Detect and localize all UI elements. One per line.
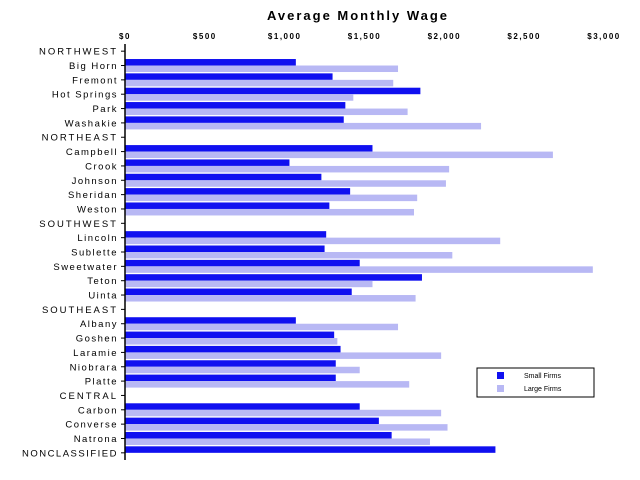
county-label-albany: Albany (80, 319, 118, 330)
bar-small-firms-albany (125, 317, 296, 324)
x-tick-label: $2,500 (507, 32, 540, 41)
legend-label-small-firms: Small Firms (524, 373, 561, 380)
bar-small-firms-big-horn (125, 59, 296, 66)
bar-large-firms-platte (125, 381, 410, 388)
county-label-converse: Converse (65, 420, 118, 431)
bar-small-firms-sweetwater (125, 259, 360, 267)
county-label-carbon: Carbon (78, 405, 118, 416)
legend-swatch-small-firms (497, 372, 504, 379)
bar-large-firms-big-horn (125, 65, 399, 73)
bar-large-firms-washakie (125, 122, 482, 130)
region-label-northeast: NORTHEAST (42, 133, 118, 144)
bar-large-firms-sheridan (125, 194, 418, 202)
chart-rows: NORTHWEST Big Horn Fremont Hot Springs Park W… (22, 47, 593, 459)
x-axis-ticks: $0 $500 $1,000 $1,500 $2,000 $2,500 $3,000 (119, 32, 620, 41)
bar-large-firms-carbon (125, 409, 442, 417)
bar-large-firms-crook (125, 165, 450, 173)
bar-large-firms-johnson (125, 180, 446, 187)
bar-small-firms-sublette (125, 245, 325, 252)
x-tick-label: $0 (119, 32, 131, 41)
county-label-sheridan: Sheridan (68, 190, 118, 201)
x-tick-label: $1,500 (348, 32, 381, 41)
bar-large-firms-hot-springs (125, 94, 354, 101)
bar-large-firms-converse (125, 424, 448, 431)
bar-small-firms-uinta (125, 288, 352, 296)
county-label-uinta: Uinta (88, 291, 118, 302)
bar-large-firms-teton (125, 280, 373, 288)
bar-large-firms-weston (125, 208, 414, 216)
county-label-fremont: Fremont (72, 75, 118, 86)
county-label-natrona: Natrona (74, 434, 118, 445)
bar-large-firms-uinta (125, 295, 416, 302)
county-label-laramie: Laramie (73, 348, 118, 359)
bar-small-firms-washakie (125, 116, 344, 123)
bar-small-firms-teton (125, 274, 422, 281)
legend-label-large-firms: Large Firms (524, 386, 562, 393)
bar-small-firms-johnson (125, 173, 322, 181)
region-label-southeast: SOUTHEAST (42, 305, 118, 316)
county-label-teton: Teton (87, 276, 118, 287)
bar-small-firms-lincoln (125, 231, 327, 238)
bar-large-firms-niobrara (125, 366, 360, 374)
county-label-nonclassified: NONCLASSIFIED (22, 448, 118, 459)
county-label-weston: Weston (77, 204, 118, 215)
legend-box (476, 367, 595, 398)
county-label-lincoln: Lincoln (77, 233, 118, 244)
county-label-hot-springs: Hot Springs (52, 90, 118, 101)
bar-small-firms-sheridan (125, 188, 351, 195)
bar-small-firms-converse (125, 417, 379, 425)
bar-small-firms-niobrara (125, 360, 336, 367)
region-label-southwest: SOUTHWEST (39, 219, 118, 230)
bar-large-firms-goshen (125, 338, 338, 345)
county-label-niobrara: Niobrara (70, 362, 118, 373)
county-label-campbell: Campbell (66, 147, 118, 158)
county-label-johnson: Johnson (72, 176, 118, 187)
bar-small-firms-platte (125, 374, 336, 382)
bar-small-firms-weston (125, 202, 330, 209)
bar-small-firms-park (125, 102, 346, 109)
county-label-washakie: Washakie (65, 118, 118, 129)
bar-large-firms-fremont (125, 79, 394, 87)
county-label-big-horn: Big Horn (69, 61, 118, 72)
bar-large-firms-park (125, 108, 408, 116)
county-label-park: Park (92, 104, 118, 115)
bar-large-firms-sweetwater (125, 266, 593, 273)
region-label-northwest: NORTHWEST (39, 47, 118, 58)
county-label-goshen: Goshen (76, 334, 118, 345)
bar-small-firms-carbon (125, 403, 360, 410)
bar-large-firms-laramie (125, 352, 442, 359)
bar-large-firms-lincoln (125, 237, 501, 245)
x-tick-label: $3,000 (587, 32, 620, 41)
x-tick-label: $500 (193, 32, 217, 41)
bar-large-firms-albany (125, 323, 399, 331)
bar-small-firms-nonclassified (125, 446, 496, 453)
chart-title: Average Monthly Wage (267, 8, 449, 23)
bar-large-firms-natrona (125, 438, 430, 445)
county-label-crook: Crook (85, 161, 118, 172)
bar-small-firms-fremont (125, 73, 333, 80)
bar-large-firms-campbell (125, 151, 553, 159)
x-tick-label: $1,000 (268, 32, 301, 41)
bar-small-firms-hot-springs (125, 87, 421, 95)
bar-small-firms-crook (125, 159, 290, 166)
county-label-platte: Platte (85, 377, 118, 388)
bar-small-firms-natrona (125, 431, 392, 439)
county-label-sublette: Sublette (71, 248, 118, 259)
bar-small-firms-goshen (125, 331, 335, 339)
bar-large-firms-sublette (125, 252, 453, 259)
county-label-sweetwater: Sweetwater (53, 262, 118, 273)
legend-swatch-large-firms (497, 385, 504, 392)
legend: Small Firms Large Firms (476, 367, 595, 398)
bar-small-firms-campbell (125, 145, 373, 152)
bar-small-firms-laramie (125, 345, 341, 353)
x-tick-label: $2,000 (428, 32, 461, 41)
region-label-central: CENTRAL (60, 391, 118, 402)
